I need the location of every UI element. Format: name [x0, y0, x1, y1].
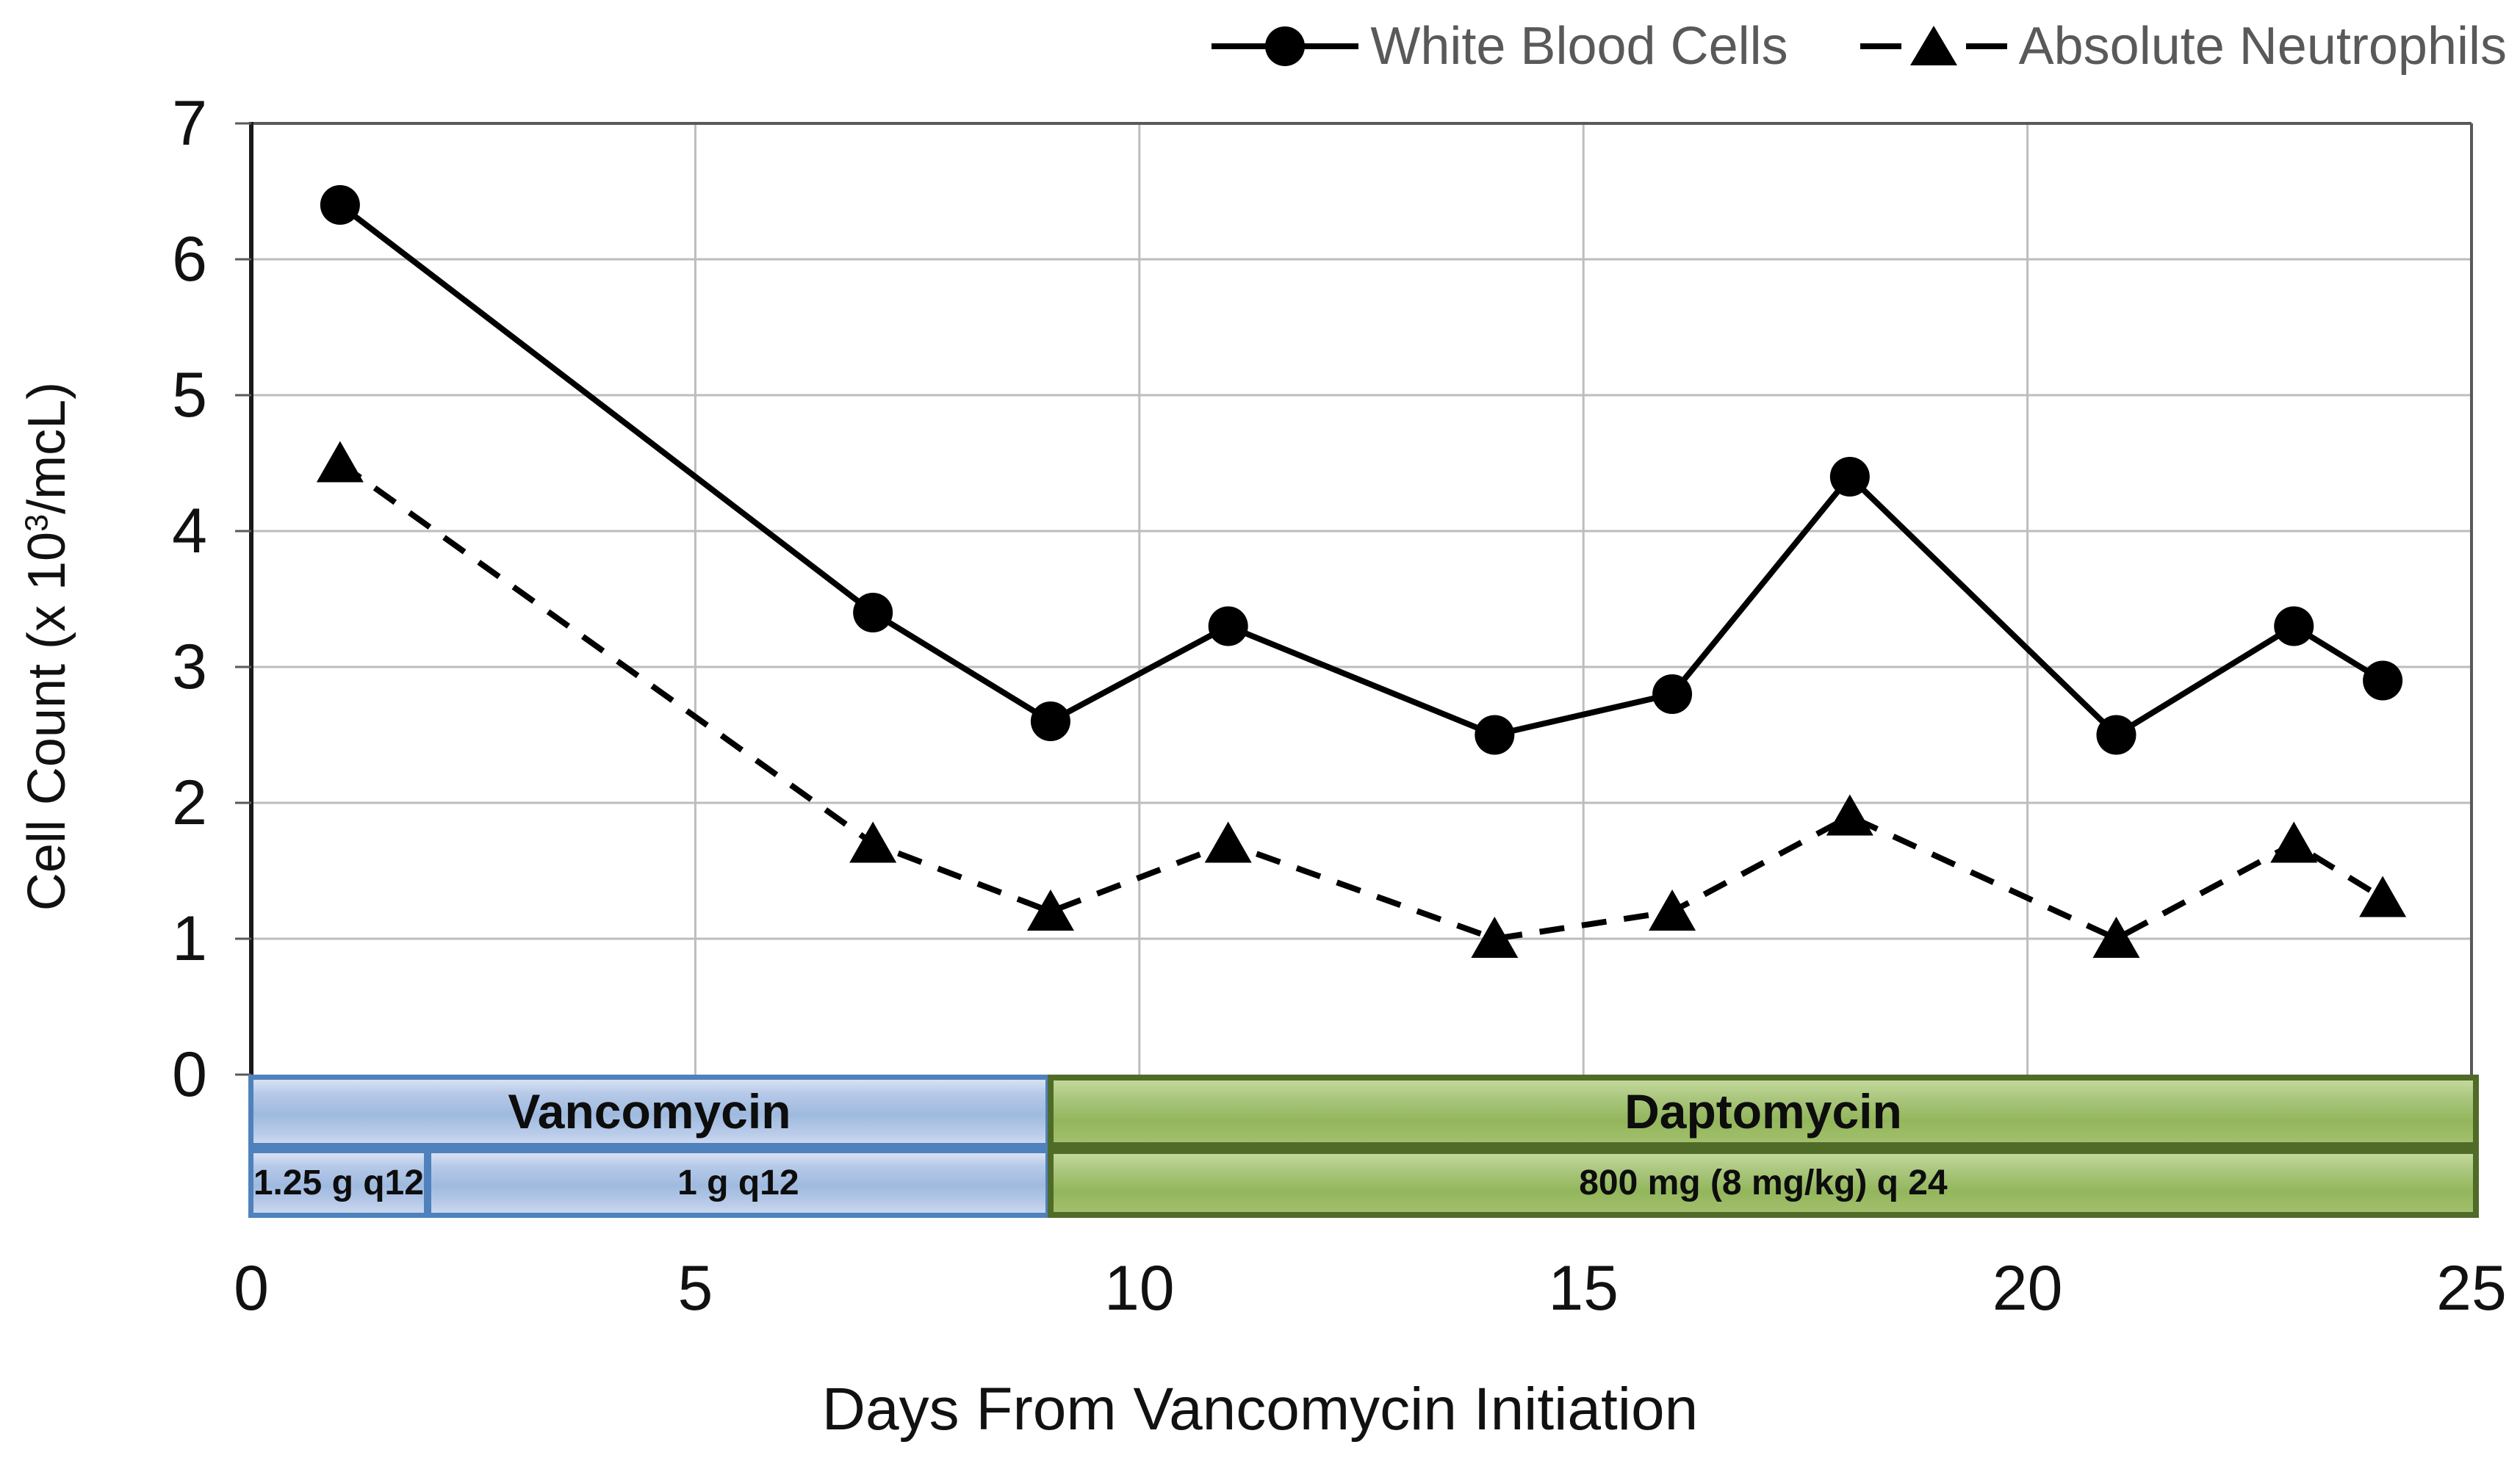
x-tick-label: 15 — [1548, 1253, 1619, 1324]
x-tick-label: 20 — [1992, 1253, 2063, 1324]
anc-data-point — [1204, 821, 1252, 863]
x-axis-title: Days From Vancomycin Initiation — [821, 1376, 1699, 1443]
wbc-data-point — [2274, 606, 2314, 646]
wbc-data-point — [853, 593, 893, 632]
wbc-data-point — [320, 185, 360, 225]
anc-data-point — [316, 441, 364, 483]
wbc-data-point — [2363, 660, 2403, 701]
vancomycin-dose-cell-1: 1 g q12 — [425, 1148, 1051, 1218]
y-tick-label: 7 — [172, 88, 207, 159]
daptomycin-bar-header: Daptomycin — [1047, 1075, 2479, 1148]
wbc-data-point — [1208, 606, 1248, 646]
wbc-data-point — [1475, 715, 1515, 755]
wbc-data-point — [1030, 701, 1070, 741]
y-tick-label: 0 — [172, 1039, 207, 1110]
y-tick-label: 6 — [172, 224, 207, 295]
anc-data-point — [2359, 876, 2407, 917]
vancomycin-dose-cell-0: 1.25 g q12 — [248, 1148, 429, 1218]
wbc-data-point — [1652, 674, 1693, 714]
anc-data-point — [849, 821, 897, 863]
legend: White Blood Cells Absolute Neutrophils — [1210, 6, 2507, 87]
y-tick-label: 4 — [172, 496, 207, 566]
wbc-data-point — [2096, 715, 2136, 755]
anc-data-point — [1826, 794, 1873, 836]
dashed-line-triangle-marker-icon — [1860, 26, 2007, 65]
anc-data-point — [1649, 890, 1696, 931]
anc-data-point — [1471, 917, 1519, 958]
daptomycin-dose-cell-0: 800 mg (8 mg/kg) q 24 — [1047, 1148, 2479, 1218]
x-tick-label: 25 — [2436, 1253, 2507, 1324]
legend-label: White Blood Cells — [1370, 17, 1788, 76]
anc-data-point — [2092, 917, 2140, 958]
x-tick-label: 0 — [234, 1253, 269, 1324]
legend-item-absolute-neutrophils: Absolute Neutrophils — [1859, 16, 2507, 76]
legend-label: Absolute Neutrophils — [2018, 17, 2507, 76]
y-tick-label: 5 — [172, 360, 207, 430]
wbc-data-point — [1829, 457, 1870, 497]
anc-series-line — [338, 461, 2385, 942]
wbc-series-line — [338, 202, 2385, 739]
y-tick-label: 1 — [172, 903, 207, 974]
x-tick-label: 10 — [1104, 1253, 1175, 1324]
y-tick-label: 2 — [172, 768, 207, 838]
x-tick-label: 5 — [677, 1253, 713, 1324]
y-tick-label: 3 — [172, 632, 207, 702]
legend-item-white-blood-cells: White Blood Cells — [1210, 16, 1788, 76]
solid-line-circle-marker-icon — [1212, 26, 1359, 66]
anc-data-point — [1026, 890, 1074, 931]
anc-data-point — [2270, 821, 2318, 863]
vancomycin-bar-header: Vancomycin — [248, 1075, 1051, 1148]
